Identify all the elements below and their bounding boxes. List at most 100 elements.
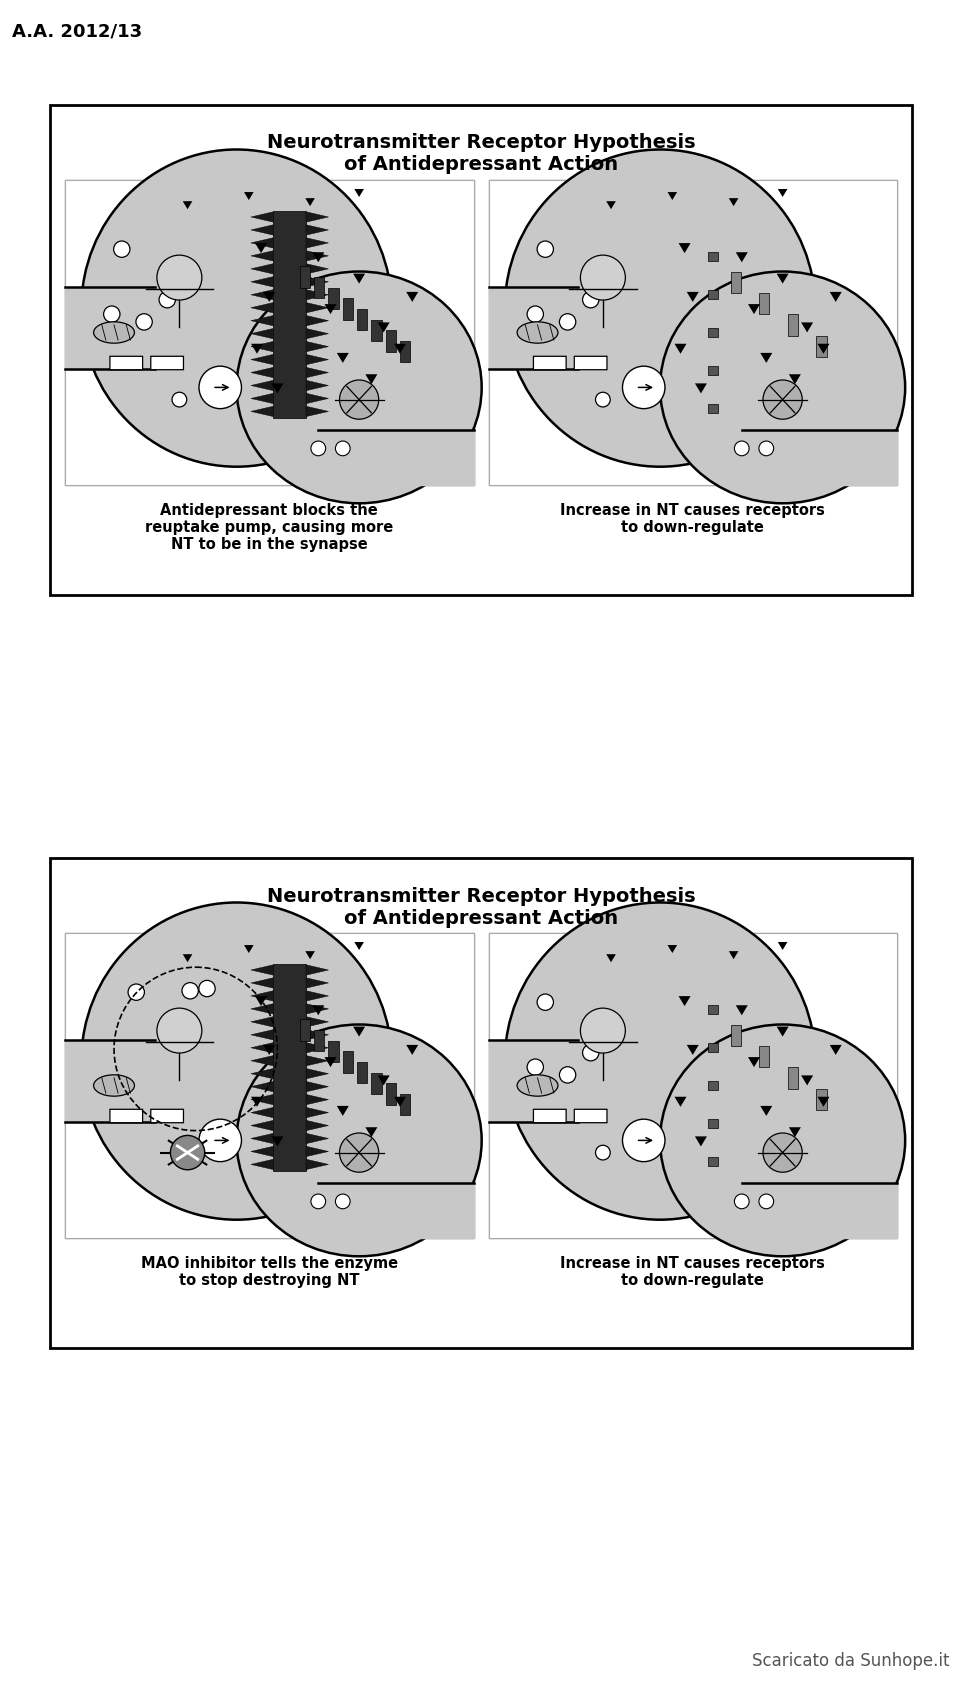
Polygon shape <box>675 1097 686 1107</box>
Text: of Antidepressant Action: of Antidepressant Action <box>344 908 618 927</box>
Polygon shape <box>818 344 829 354</box>
Polygon shape <box>789 1128 801 1138</box>
Ellipse shape <box>517 322 558 343</box>
Bar <box>386 331 396 351</box>
Polygon shape <box>244 945 253 954</box>
Polygon shape <box>777 1026 788 1036</box>
Polygon shape <box>306 1043 328 1053</box>
Polygon shape <box>306 252 328 262</box>
Bar <box>788 314 798 336</box>
Polygon shape <box>251 1121 274 1131</box>
Text: A.A. 2012/13: A.A. 2012/13 <box>12 22 142 41</box>
Polygon shape <box>306 991 328 1001</box>
Bar <box>65 933 473 1237</box>
Polygon shape <box>251 1107 274 1117</box>
Bar <box>357 1062 368 1084</box>
Bar <box>816 1089 827 1111</box>
Bar <box>759 292 769 314</box>
FancyBboxPatch shape <box>110 356 143 370</box>
Polygon shape <box>748 304 760 314</box>
Polygon shape <box>251 1097 263 1107</box>
Text: reuptake pump, causing more: reuptake pump, causing more <box>145 520 394 535</box>
Bar <box>372 319 381 341</box>
Polygon shape <box>312 1006 324 1014</box>
Circle shape <box>335 441 350 456</box>
Polygon shape <box>251 1160 274 1170</box>
Polygon shape <box>251 1004 274 1014</box>
Polygon shape <box>306 1133 328 1144</box>
Polygon shape <box>353 1026 365 1036</box>
Bar <box>489 181 897 484</box>
Polygon shape <box>686 1045 699 1055</box>
Text: to down-regulate: to down-regulate <box>621 520 764 535</box>
FancyBboxPatch shape <box>151 1109 183 1123</box>
Bar <box>708 1004 718 1014</box>
Polygon shape <box>777 273 788 284</box>
Polygon shape <box>306 277 328 287</box>
Polygon shape <box>366 1128 377 1138</box>
Ellipse shape <box>82 150 392 466</box>
Polygon shape <box>251 225 274 235</box>
Polygon shape <box>251 341 274 351</box>
Polygon shape <box>667 945 677 954</box>
Circle shape <box>583 292 599 307</box>
Polygon shape <box>729 197 738 206</box>
Bar <box>343 299 353 319</box>
Text: to down-regulate: to down-regulate <box>621 1273 764 1288</box>
Circle shape <box>199 1119 242 1161</box>
Circle shape <box>159 292 176 307</box>
Polygon shape <box>306 1069 328 1079</box>
Circle shape <box>622 1119 665 1161</box>
Polygon shape <box>760 353 772 363</box>
Polygon shape <box>306 238 328 248</box>
Polygon shape <box>272 1136 283 1146</box>
Text: to stop destroying NT: to stop destroying NT <box>179 1273 359 1288</box>
Polygon shape <box>305 950 315 959</box>
Polygon shape <box>778 942 787 950</box>
Circle shape <box>199 366 242 408</box>
Polygon shape <box>251 1082 274 1092</box>
Bar <box>400 1094 410 1116</box>
Circle shape <box>340 1133 379 1171</box>
Polygon shape <box>306 302 328 312</box>
Polygon shape <box>306 393 328 403</box>
Ellipse shape <box>93 322 134 343</box>
Polygon shape <box>306 341 328 351</box>
Circle shape <box>311 1193 325 1209</box>
Polygon shape <box>306 263 328 273</box>
Polygon shape <box>251 302 274 312</box>
Polygon shape <box>255 996 267 1006</box>
Polygon shape <box>306 1094 328 1104</box>
Circle shape <box>335 1193 350 1209</box>
Polygon shape <box>251 316 274 326</box>
Bar <box>386 1084 396 1104</box>
Bar <box>400 341 410 363</box>
Polygon shape <box>251 977 274 987</box>
Polygon shape <box>354 942 364 950</box>
Polygon shape <box>306 1082 328 1092</box>
Polygon shape <box>182 201 192 209</box>
Circle shape <box>763 1133 803 1171</box>
Polygon shape <box>251 277 274 287</box>
Polygon shape <box>306 329 328 339</box>
Bar <box>65 181 473 484</box>
Bar <box>274 211 306 419</box>
Bar <box>314 1030 324 1052</box>
Circle shape <box>156 255 202 300</box>
Polygon shape <box>306 1121 328 1131</box>
Circle shape <box>581 255 625 300</box>
Polygon shape <box>735 1006 748 1014</box>
Polygon shape <box>251 344 263 354</box>
Polygon shape <box>306 1160 328 1170</box>
Circle shape <box>170 1136 204 1170</box>
Circle shape <box>595 392 611 407</box>
Circle shape <box>340 380 379 419</box>
Text: Antidepressant blocks the: Antidepressant blocks the <box>160 503 378 518</box>
Polygon shape <box>251 1043 274 1053</box>
Polygon shape <box>802 322 813 333</box>
Circle shape <box>527 1058 543 1075</box>
Polygon shape <box>251 1133 274 1144</box>
Circle shape <box>128 984 144 1001</box>
Polygon shape <box>251 966 274 976</box>
Ellipse shape <box>236 272 482 503</box>
